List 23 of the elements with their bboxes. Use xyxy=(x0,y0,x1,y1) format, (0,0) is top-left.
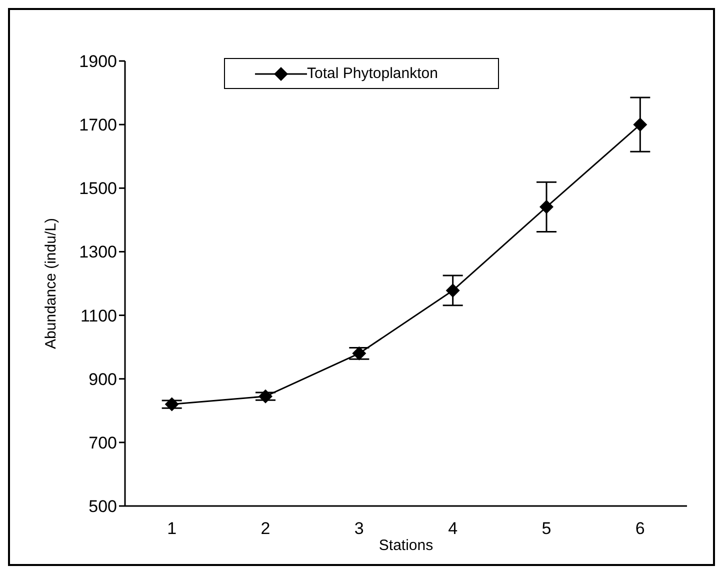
x-tick-label: 6 xyxy=(635,519,645,538)
point xyxy=(258,389,272,404)
y-tick-label: 1900 xyxy=(79,52,117,72)
x-tick-label: 2 xyxy=(260,519,270,538)
x-tick-label: 5 xyxy=(542,519,552,538)
y-tick-label: 1300 xyxy=(79,242,117,262)
point xyxy=(633,118,648,132)
legend-label: Total Phytoplankton xyxy=(307,65,438,82)
x-tick-label: 3 xyxy=(354,519,364,538)
point xyxy=(446,283,460,298)
y-tick-label: 1100 xyxy=(80,306,117,326)
point xyxy=(352,346,366,360)
y-tick-label: 700 xyxy=(88,433,117,452)
y-tick-label: 1500 xyxy=(79,179,117,198)
point xyxy=(164,397,179,412)
y-axis-title: Abundance (indu/L) xyxy=(42,218,60,349)
y-tick-label: 1700 xyxy=(79,116,117,135)
x-tick-label: 4 xyxy=(448,519,458,538)
x-axis-title: Stations xyxy=(378,537,434,554)
y-tick-label: 500 xyxy=(88,497,117,516)
y-tick-label: 900 xyxy=(88,370,117,389)
point xyxy=(540,200,554,214)
x-tick-label: 1 xyxy=(167,519,177,538)
